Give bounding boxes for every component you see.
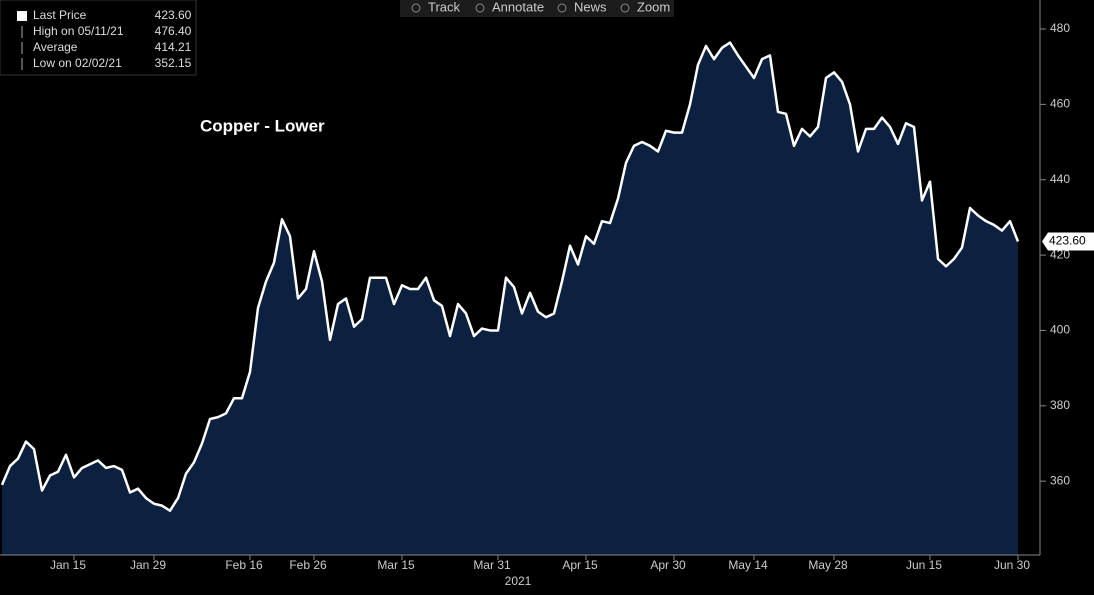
x-tick-label: Feb 16	[225, 558, 263, 572]
y-tick-label: 380	[1050, 398, 1070, 412]
toolbar-button[interactable]: News	[574, 0, 607, 14]
x-tick-label: Mar 31	[473, 558, 511, 572]
plot-area	[0, 41, 1020, 556]
x-tick-label: Mar 15	[377, 558, 415, 572]
x-tick-label: Jun 15	[906, 558, 942, 572]
x-tick-label: Jun 30	[994, 558, 1030, 572]
legend-value: 352.15	[155, 56, 192, 70]
toolbar-icon	[557, 3, 567, 13]
last-price-label: 423.60	[1049, 234, 1086, 248]
toolbar-button[interactable]: Annotate	[492, 0, 544, 14]
x-tick-label: May 28	[808, 558, 848, 572]
y-tick-label: 420	[1050, 247, 1070, 261]
legend-name: Last Price	[33, 8, 87, 22]
legend-name: Average	[33, 40, 78, 54]
toolbar-icon	[411, 3, 421, 13]
x-tick-label: Feb 26	[289, 558, 327, 572]
y-tick-label: 460	[1050, 97, 1070, 111]
toolbar-button[interactable]: Zoom	[637, 0, 670, 14]
y-tick-label: 440	[1050, 172, 1070, 186]
legend-value: 414.21	[155, 40, 192, 54]
legend-name: Low on 02/02/21	[33, 56, 122, 70]
price-line	[0, 41, 1020, 512]
toolbar-items: Track Annotate News Zoom	[411, 0, 670, 14]
toolbar-icon	[475, 3, 485, 13]
x-tick-label: Apr 15	[562, 558, 598, 572]
area	[2, 42, 1018, 556]
last-price-tag	[1042, 232, 1094, 251]
toolbar-button[interactable]: Track	[428, 0, 461, 14]
y-tick-label: 360	[1050, 473, 1070, 487]
x-tick-label: Jan 15	[50, 558, 86, 572]
x-tick-label: May 14	[728, 558, 768, 572]
legend-box	[0, 0, 197, 76]
legend-value: 476.40	[155, 24, 192, 38]
legend-name: High on 05/11/21	[33, 24, 124, 38]
legend: Last Price 423.60 High on 05/11/21 476.40 Av…	[17, 8, 192, 70]
y-tick-label: 480	[1050, 21, 1070, 35]
y-tick-label: 400	[1050, 323, 1070, 337]
x-axis-year: 2021	[505, 574, 532, 588]
toolbar	[400, 0, 674, 17]
x-tick-label: Apr 30	[650, 558, 686, 572]
toolbar-icon	[620, 3, 630, 13]
annotation: Copper - Lower	[200, 116, 325, 135]
legend-swatch	[17, 11, 27, 21]
legend-value: 423.60	[155, 8, 192, 22]
x-tick-label: Jan 29	[130, 558, 166, 572]
